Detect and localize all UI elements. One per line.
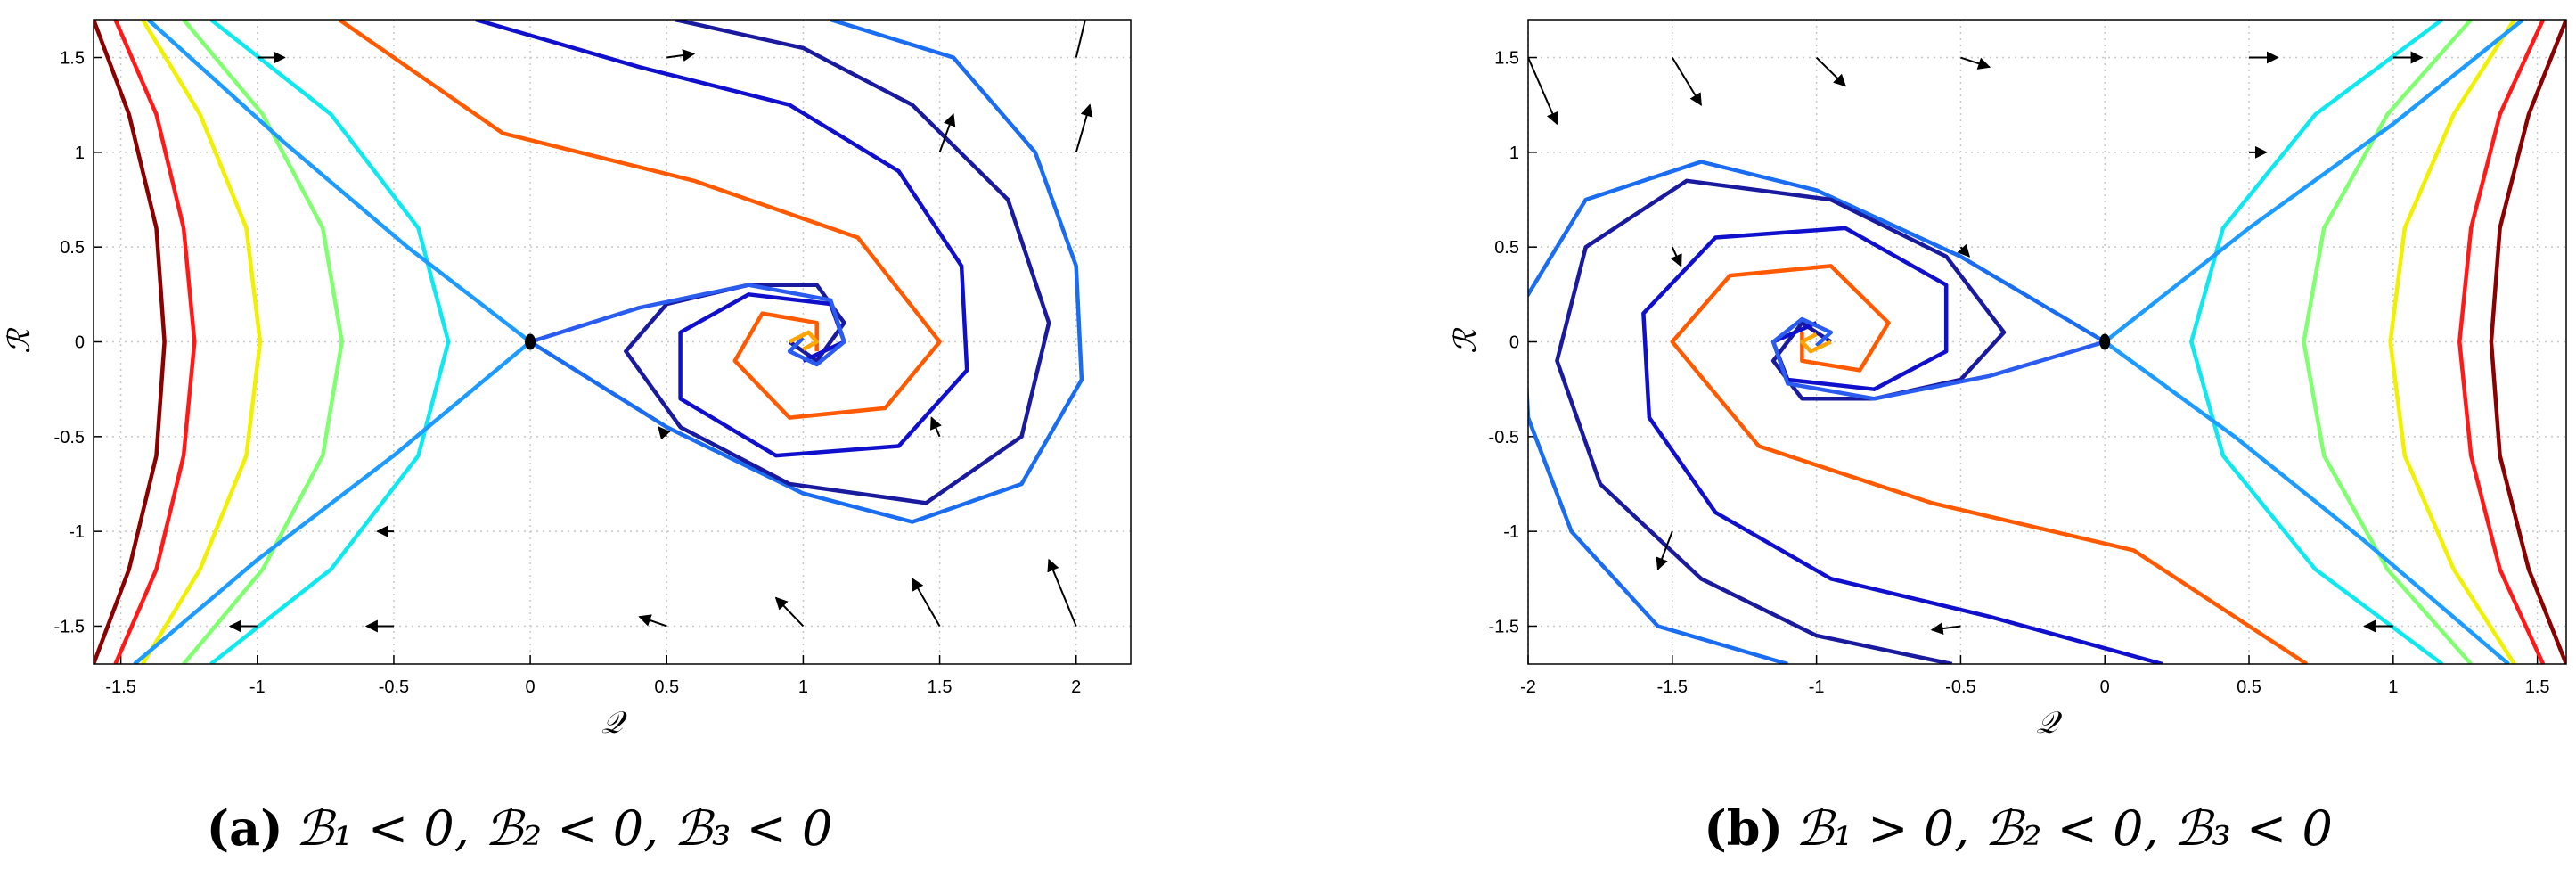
vector-arrow <box>666 49 696 62</box>
trajectory <box>2457 20 2546 664</box>
trajectory <box>2103 340 2510 664</box>
x-tick-label: 0 <box>526 677 536 697</box>
trajectory <box>2103 20 2524 344</box>
y-tick-label: 1 <box>75 144 85 163</box>
y-tick-label: 0 <box>1509 333 1519 353</box>
caption-label: (a) <box>207 800 283 857</box>
y-tick-label: 0.5 <box>1494 238 1519 258</box>
y-tick-label: -0.5 <box>1489 428 1519 447</box>
y-tick-label: 1.5 <box>60 49 85 69</box>
y-tick-label: -1 <box>1503 522 1519 542</box>
x-axis-label: 𝒬 <box>601 705 628 741</box>
y-tick-label: -0.5 <box>54 428 85 447</box>
x-tick-label: -1 <box>249 677 266 697</box>
trajectory <box>182 20 344 664</box>
vector-arrow <box>1815 56 1846 87</box>
trajectory <box>338 20 942 420</box>
trajectory <box>141 20 263 664</box>
plot-content <box>1528 20 2566 664</box>
x-tick-label: 0.5 <box>654 677 679 697</box>
y-axis-label: ℛ <box>1448 327 1484 354</box>
trajectory <box>789 330 819 351</box>
x-tick-label: 2 <box>1071 677 1081 697</box>
x-tick-label: -2 <box>1520 677 1536 697</box>
trajectory <box>529 283 846 367</box>
vector-arrow <box>774 596 805 628</box>
x-tick-label: 0 <box>2100 677 2110 697</box>
caption-text: ℬ₁ < 0, ℬ₂ < 0, ℬ₃ < 0 <box>296 800 833 857</box>
y-tick-label: -1.5 <box>54 617 85 636</box>
y-tick-label: 0.5 <box>60 238 85 258</box>
trajectory <box>528 20 1084 524</box>
caption-text: ℬ₁ > 0, ℬ₂ < 0, ℬ₃ < 0 <box>1795 800 2333 857</box>
equilibrium-point <box>525 333 536 350</box>
trajectory <box>1800 332 1832 354</box>
equilibrium-point <box>2099 333 2111 350</box>
vector-arrow <box>938 113 956 153</box>
trajectory <box>133 340 532 664</box>
x-tick-label: 0.5 <box>2237 677 2261 697</box>
vector-arrow <box>1960 56 1991 70</box>
caption: (b) ℬ₁ > 0, ℬ₂ < 0, ℬ₃ < 0 <box>1704 800 2333 857</box>
plot-content <box>94 20 1093 664</box>
x-tick-label: -1.5 <box>1657 677 1688 697</box>
vector-arrow <box>1047 558 1077 627</box>
y-tick-label: -1.5 <box>1489 617 1519 636</box>
trajectory <box>1770 316 2106 401</box>
caption: (a) ℬ₁ < 0, ℬ₂ < 0, ℬ₃ < 0 <box>207 800 833 857</box>
trajectory <box>2302 20 2473 664</box>
panel: -1.5 -1 -0.5 0 0.5 1 1.5 2 -1.5 -1 -0.5 0 0.5 1 1.5 𝒬 ℛ (… <box>2 19 1132 857</box>
caption-label: (b) <box>1704 800 1783 857</box>
x-tick-label: -1.5 <box>105 677 135 697</box>
trajectory <box>1670 264 2309 664</box>
vector-arrow <box>1671 57 1703 106</box>
trajectory <box>2489 20 2566 664</box>
y-axis-label: ℛ <box>2 327 37 354</box>
trajectory <box>94 20 167 664</box>
x-tick-label: 1.5 <box>928 677 953 697</box>
trajectory <box>209 20 451 664</box>
vector-arrow <box>912 578 941 627</box>
y-tick-label: -1 <box>69 522 85 542</box>
plot-frame <box>1527 19 2567 665</box>
plot-frame <box>93 19 1132 665</box>
vector-arrow <box>1075 20 1086 58</box>
vector-arrow <box>658 426 671 440</box>
x-tick-label: 1 <box>2388 677 2398 697</box>
trajectory <box>2189 20 2444 664</box>
trajectory <box>1641 226 2163 664</box>
vector-arrow <box>1957 243 1971 258</box>
vector-arrow <box>1528 57 1558 126</box>
x-tick-label: -0.5 <box>379 677 409 697</box>
y-tick-label: 1 <box>1509 144 1519 163</box>
x-tick-label: -0.5 <box>1945 677 1975 697</box>
vector-arrow <box>1670 246 1682 267</box>
vector-arrow <box>929 416 942 438</box>
x-tick-label: 1.5 <box>2525 677 2550 697</box>
x-tick-label: 1 <box>798 677 808 697</box>
vector-arrow <box>1075 103 1093 153</box>
trajectory <box>146 20 532 344</box>
vector-arrow <box>1656 530 1673 570</box>
trajectory <box>475 20 969 458</box>
trajectory <box>1528 160 2106 664</box>
x-axis-label: 𝒬 <box>2036 705 2063 741</box>
y-tick-label: 1.5 <box>1494 49 1519 69</box>
y-tick-label: 0 <box>75 333 85 353</box>
panel: -2 -1.5 -1 -0.5 0 0.5 1 1.5 -1.5 -1 -0.5 0 0.5 1 1.5 𝒬 ℛ… <box>1448 19 2567 857</box>
vector-arrow <box>1930 622 1961 636</box>
x-tick-label: -1 <box>1809 677 1825 697</box>
trajectory <box>113 20 197 664</box>
vector-arrow <box>638 614 667 628</box>
trajectory <box>2388 20 2516 664</box>
